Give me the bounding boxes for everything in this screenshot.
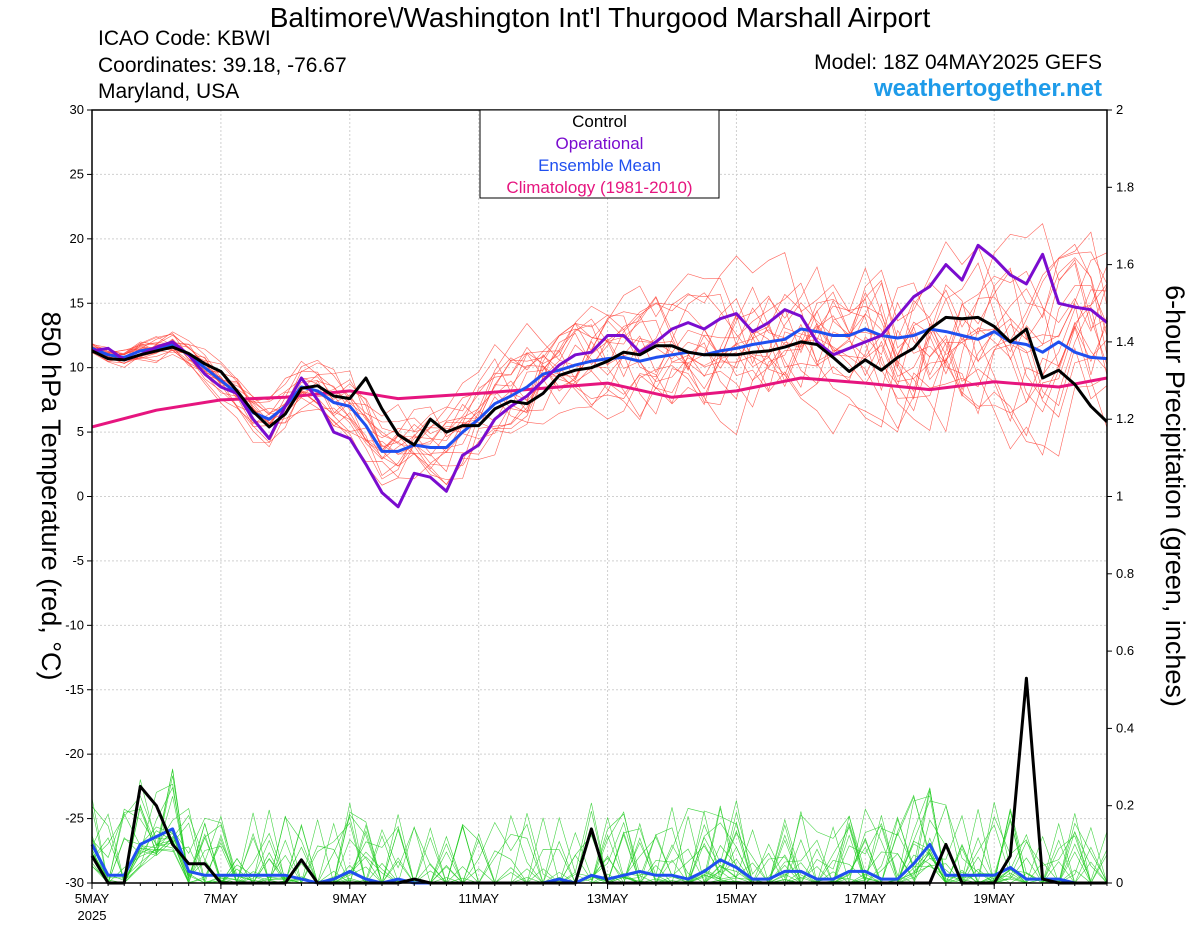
y-right-tick-label: 0 xyxy=(1116,875,1123,890)
icao-code: ICAO Code: KBWI xyxy=(98,27,271,50)
legend-climatology: Climatology (1981-2010) xyxy=(506,178,692,197)
coordinates: Coordinates: 39.18, -76.67 xyxy=(98,54,347,77)
y-right-tick-label: 0.2 xyxy=(1116,798,1134,813)
temp-control-line xyxy=(91,315,1109,447)
chart-title: Baltimore\/Washington Int'l Thurgood Mar… xyxy=(269,2,931,33)
precip-member-line xyxy=(91,800,1108,884)
y-left-tick-label: -30 xyxy=(65,875,84,890)
legend-operational: Operational xyxy=(556,134,644,153)
y-right-tick-label: 1.4 xyxy=(1116,334,1134,349)
y-left-tick-label: 10 xyxy=(70,360,84,375)
x-tick-label: 11MAY xyxy=(458,891,499,906)
y-right-tick-label: 1.6 xyxy=(1116,257,1134,272)
ensemble-members xyxy=(91,223,1108,885)
region: Maryland, USA xyxy=(98,80,240,103)
y-right-tick-label: 0.4 xyxy=(1116,720,1134,735)
y-left-tick-label: -20 xyxy=(65,746,84,761)
model-run: Model: 18Z 04MAY2025 GEFS xyxy=(814,51,1102,74)
y-axis-left-title: 850 hPa Temperature (red, °C) xyxy=(36,312,66,681)
y-left-tick-label: 20 xyxy=(70,231,84,246)
temp-operational-line xyxy=(91,243,1108,509)
legend-ensemble-mean: Ensemble Mean xyxy=(538,156,661,175)
x-tick-label: 5MAY xyxy=(75,891,110,906)
y-right-tick-label: 2 xyxy=(1116,102,1123,117)
x-tick-label: 19MAY xyxy=(973,891,1015,906)
y-right-tick-label: 1.8 xyxy=(1116,179,1134,194)
temp-member-line xyxy=(91,269,1108,470)
y-right-tick-label: 1 xyxy=(1116,489,1123,504)
precip-member-line xyxy=(91,813,1107,884)
climatology-line xyxy=(91,376,1108,429)
x-tick-label: 7MAY xyxy=(204,891,239,906)
temp-member-line xyxy=(91,279,1108,460)
legend-box xyxy=(479,109,720,199)
y-left-tick-label: 30 xyxy=(70,102,84,117)
x-tick-sublabel: 2025 xyxy=(78,908,107,923)
temp-member-line xyxy=(91,252,1108,480)
temp-member-line xyxy=(91,270,1108,486)
y-right-tick-label: 1.2 xyxy=(1116,411,1134,426)
y-left-tick-label: -10 xyxy=(65,617,84,632)
y-axis-right-title: 6-hour Precipitation (green, inches) xyxy=(1160,285,1190,707)
y-left-tick-label: 15 xyxy=(70,295,84,310)
site-name[interactable]: weathertogether.net xyxy=(873,75,1102,102)
y-left-tick-label: 0 xyxy=(77,489,84,504)
temp-member-line xyxy=(91,257,1108,473)
y-left-tick-label: -15 xyxy=(65,682,84,697)
precip-member-line xyxy=(91,809,1107,884)
x-tick-label: 15MAY xyxy=(716,891,758,906)
legend-control: Control xyxy=(572,112,627,131)
y-left-tick-label: -25 xyxy=(65,811,84,826)
temp-member-line xyxy=(91,223,1108,467)
temp-member-line xyxy=(91,251,1108,448)
y-left-tick-label: 5 xyxy=(77,424,84,439)
x-tick-label: 9MAY xyxy=(333,891,368,906)
temp-ensemble-mean-line xyxy=(91,327,1108,453)
legend: Control Operational Ensemble Mean Climat… xyxy=(479,109,720,199)
temp-member-line xyxy=(91,262,1108,464)
y-left-tick-label: -5 xyxy=(72,553,84,568)
series-lines xyxy=(90,243,1109,885)
y-left-tick-label: 25 xyxy=(70,166,84,181)
x-tick-label: 17MAY xyxy=(844,891,886,906)
axes: 302520151050-5-10-15-20-25-3021.81.61.41… xyxy=(65,102,1134,923)
temp-member-line xyxy=(91,282,1108,438)
y-right-tick-label: 0.6 xyxy=(1116,643,1134,658)
x-tick-label: 13MAY xyxy=(587,891,629,906)
y-right-tick-label: 0.8 xyxy=(1116,566,1134,581)
grid xyxy=(91,109,1107,884)
